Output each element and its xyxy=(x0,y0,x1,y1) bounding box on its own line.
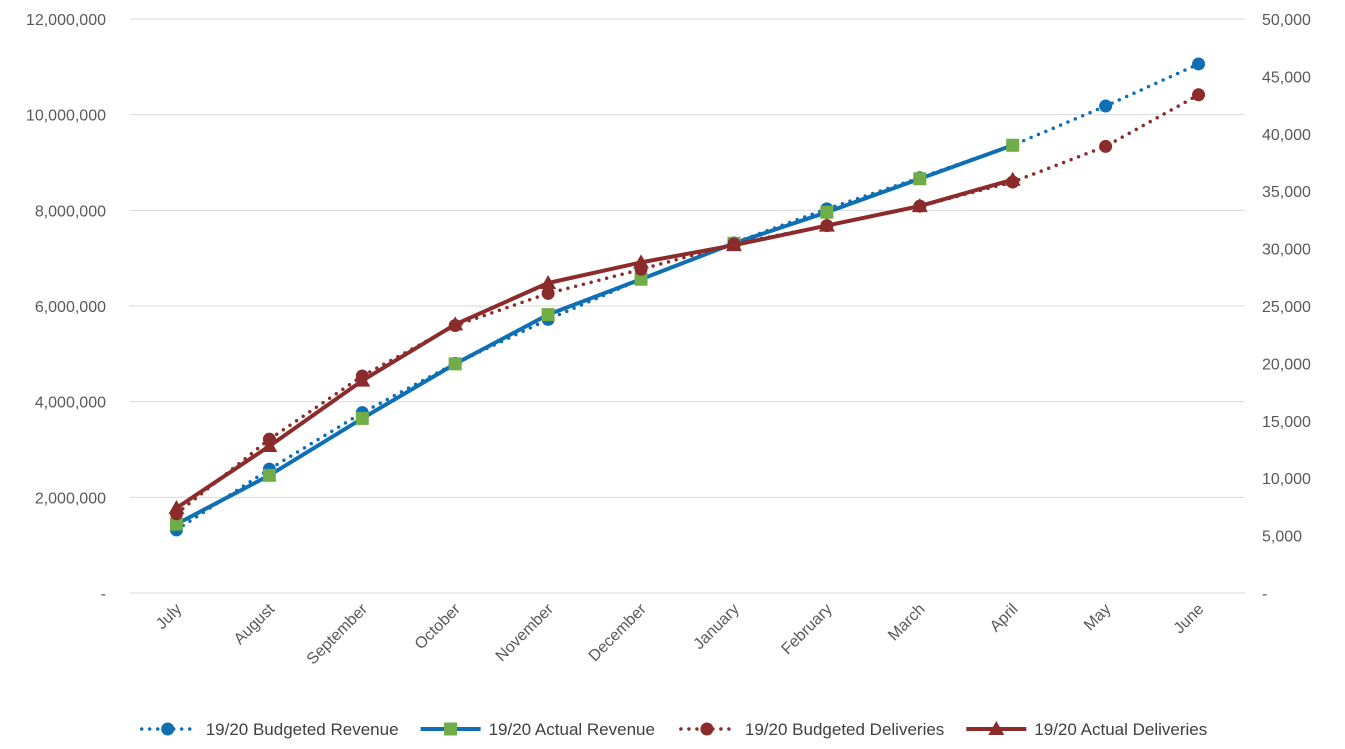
x-tick-label: September xyxy=(304,600,372,668)
series-line xyxy=(175,177,1014,510)
legend-item: 19/20 Budgeted Deliveries xyxy=(679,720,944,739)
left-tick-label: 8,000,000 xyxy=(35,203,106,220)
data-point xyxy=(355,411,369,425)
legend-marker xyxy=(161,722,175,736)
data-point xyxy=(1004,171,1021,186)
right-tick-label: - xyxy=(1262,586,1267,603)
x-tick-label: July xyxy=(153,601,185,633)
legend-label: 19/20 Actual Deliveries xyxy=(1034,720,1207,739)
x-tick-label: February xyxy=(778,601,835,658)
x-axis: July August September October November Decemb… xyxy=(153,600,1207,668)
right-tick-label: 50,000 xyxy=(1262,12,1311,29)
left-tick-label: - xyxy=(101,586,106,603)
left-tick-label: 6,000,000 xyxy=(35,299,106,316)
data-point xyxy=(913,172,927,186)
data-point xyxy=(725,237,742,252)
legend-label: 19/20 Actual Revenue xyxy=(489,720,655,739)
legend-marker xyxy=(700,722,714,736)
legend: 19/20 Budgeted Revenue 19/20 Actual Reven… xyxy=(139,720,1207,739)
right-tick-label: 10,000 xyxy=(1262,471,1311,488)
right-tick-label: 5,000 xyxy=(1262,529,1302,546)
legend-item: 19/20 Actual Deliveries xyxy=(966,720,1207,739)
series-line xyxy=(174,62,1201,532)
left-tick-label: 12,000,000 xyxy=(26,12,106,29)
right-tick-label: 45,000 xyxy=(1262,69,1311,86)
data-point xyxy=(1192,57,1206,71)
series-19-20-budgeted-revenue xyxy=(169,57,1206,537)
legend-marker xyxy=(988,721,1005,735)
x-tick-label: January xyxy=(691,601,743,653)
series-19-20-actual-deliveries xyxy=(168,171,1021,515)
legend-item: 19/20 Actual Revenue xyxy=(420,720,655,739)
x-tick-label: May xyxy=(1081,601,1114,634)
left-axis: - 2,000,000 4,000,000 6,000,000 8,000,000 10,… xyxy=(26,12,106,603)
data-point xyxy=(168,500,185,515)
data-point xyxy=(262,468,276,482)
left-tick-label: 4,000,000 xyxy=(35,395,106,412)
data-point xyxy=(818,217,835,232)
x-tick-label: April xyxy=(987,601,1022,636)
data-point xyxy=(541,308,555,322)
data-point xyxy=(354,372,371,387)
data-point xyxy=(633,254,650,269)
data-point xyxy=(261,438,278,453)
legend-symbol xyxy=(420,722,481,736)
data-point xyxy=(447,316,464,331)
legend-marker xyxy=(444,722,458,736)
right-tick-label: 25,000 xyxy=(1262,299,1311,316)
series-line xyxy=(174,93,1201,516)
gridlines xyxy=(130,18,1245,594)
data-point xyxy=(448,357,462,371)
right-tick-label: 30,000 xyxy=(1262,242,1311,259)
data-point xyxy=(1099,99,1113,113)
x-tick-label: August xyxy=(231,600,279,648)
right-axis: - 5,000 10,000 15,000 20,000 25,000 30,000 35,0… xyxy=(1262,12,1311,603)
legend-symbol xyxy=(679,722,737,736)
data-point xyxy=(634,272,648,286)
left-tick-label: 2,000,000 xyxy=(35,490,106,507)
series-19-20-actual-revenue xyxy=(169,138,1020,531)
x-tick-label: November xyxy=(493,600,558,665)
right-tick-label: 15,000 xyxy=(1262,414,1311,431)
data-point xyxy=(1006,138,1020,152)
x-tick-label: December xyxy=(586,600,651,665)
left-tick-label: 10,000,000 xyxy=(26,108,106,125)
right-tick-label: 20,000 xyxy=(1262,356,1311,373)
x-tick-label: June xyxy=(1171,601,1208,638)
legend-item: 19/20 Budgeted Revenue xyxy=(139,720,399,739)
right-tick-label: 35,000 xyxy=(1262,184,1311,201)
legend-label: 19/20 Budgeted Revenue xyxy=(206,720,399,739)
series-group xyxy=(168,57,1206,537)
x-tick-label: October xyxy=(412,600,465,653)
data-point xyxy=(820,205,834,219)
data-point xyxy=(540,275,557,290)
legend-symbol xyxy=(139,722,198,736)
legend-label: 19/20 Budgeted Deliveries xyxy=(745,720,944,739)
data-point xyxy=(541,286,555,300)
data-point xyxy=(169,517,183,531)
data-point xyxy=(1192,88,1206,102)
series-19-20-budgeted-deliveries xyxy=(169,88,1206,521)
right-tick-label: 40,000 xyxy=(1262,127,1311,144)
data-point xyxy=(1099,139,1113,153)
legend-symbol xyxy=(966,721,1027,735)
series-line xyxy=(175,143,1014,526)
data-point xyxy=(911,198,928,213)
x-tick-label: March xyxy=(885,601,928,644)
